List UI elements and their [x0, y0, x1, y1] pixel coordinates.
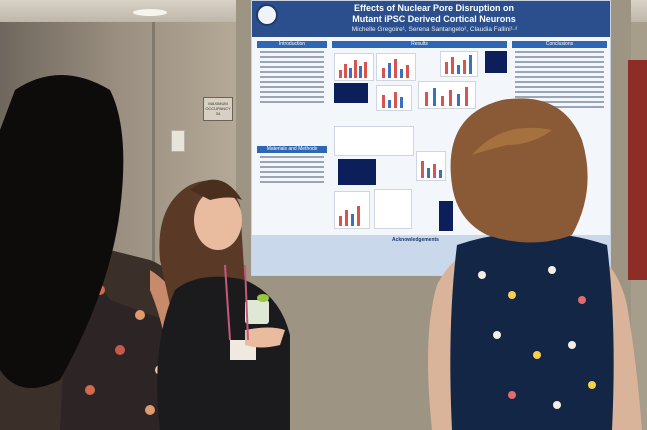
bar-figure	[334, 53, 374, 81]
bar-figure	[416, 151, 446, 181]
bar-figure	[376, 85, 412, 111]
wall-corner	[152, 22, 155, 430]
occupancy-sign: MAXIMUM OCCUPANCY 34	[203, 97, 233, 121]
line-figure	[374, 189, 412, 229]
woman-curly-hair-back	[428, 98, 642, 430]
bar-figure	[376, 53, 416, 81]
poster-title-line2: Mutant iPSC Derived Cortical Neurons	[352, 14, 516, 24]
line-figure	[334, 126, 414, 156]
ceiling-light	[133, 9, 167, 16]
bar-figure	[418, 81, 476, 109]
poster-authors: Michelle Gregoire¹, Serena Santangelo², …	[351, 26, 518, 33]
microscopy-image	[334, 83, 368, 103]
bar-figure	[334, 191, 370, 229]
section-materials: Materials and Methods	[257, 146, 327, 153]
poster-header: Effects of Nuclear Pore Disruption on Mu…	[252, 1, 610, 37]
bar-figure	[440, 51, 478, 77]
section-acknowledgements: Acknowledgements	[392, 237, 439, 243]
university-seal-icon	[256, 4, 278, 26]
microscopy-image	[439, 201, 453, 231]
poster-column-results: Results	[332, 41, 507, 261]
section-results: Results	[332, 41, 507, 48]
poster-title: Effects of Nuclear Pore Disruption on Mu…	[284, 3, 584, 25]
light-switch	[171, 130, 185, 152]
woman-presenter	[157, 179, 290, 430]
microscopy-image	[485, 51, 507, 73]
microscopy-image	[338, 159, 376, 185]
poster-title-line1: Effects of Nuclear Pore Disruption on	[353, 3, 515, 13]
section-conclusions: Conclusions	[512, 41, 607, 48]
poster-column-left: Introduction Materials and Methods	[257, 41, 327, 261]
section-introduction: Introduction	[257, 41, 327, 48]
red-door	[628, 60, 647, 280]
poster-column-right: Conclusions	[512, 41, 607, 261]
